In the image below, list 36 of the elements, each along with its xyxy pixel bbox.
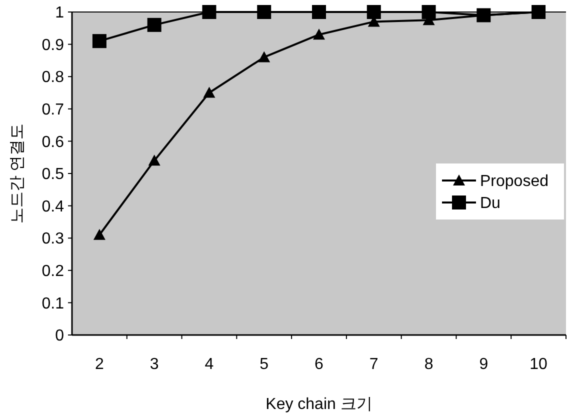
point	[202, 5, 216, 19]
point	[147, 18, 162, 32]
point	[93, 228, 106, 240]
x-axis-title: Key chain 크기	[266, 396, 372, 413]
y-axis-title: 노드간 연결도	[9, 123, 26, 224]
y-tick-label: 0.4	[42, 198, 64, 216]
x-tick-label: 4	[204, 356, 214, 373]
y-tick-label: 0.1	[42, 295, 64, 312]
legend-label: Proposed	[480, 173, 548, 190]
point	[258, 51, 270, 62]
point	[313, 28, 325, 40]
x-tick-label: 6	[314, 356, 324, 373]
y-tick-label: 0.9	[42, 36, 64, 54]
x-tick-label: 8	[424, 356, 434, 373]
x-tick-label: 3	[150, 356, 159, 373]
y-tick-label: 0.8	[42, 69, 64, 86]
point	[257, 5, 272, 19]
y-tick-label: 0	[55, 328, 64, 345]
legend-label: Du	[480, 195, 500, 212]
point	[422, 5, 436, 19]
x-tick-label: 7	[369, 356, 378, 373]
y-tick-label: 0.2	[42, 263, 64, 280]
x-tick-label: 5	[260, 356, 269, 373]
x-tick-label: 10	[530, 356, 548, 373]
point	[312, 5, 326, 19]
x-tick-label: 2	[94, 356, 104, 373]
y-tick-label: 0.6	[42, 134, 64, 151]
y-tick-label: 0.3	[42, 230, 64, 248]
y-tick-label: 0.7	[42, 102, 64, 118]
point	[203, 86, 216, 98]
point	[366, 5, 381, 19]
y-tick-label: 1	[55, 4, 64, 22]
y-tick-label: 0.5	[42, 166, 64, 184]
point	[148, 154, 160, 166]
point	[92, 34, 106, 48]
x-tick-label: 9	[479, 356, 488, 373]
